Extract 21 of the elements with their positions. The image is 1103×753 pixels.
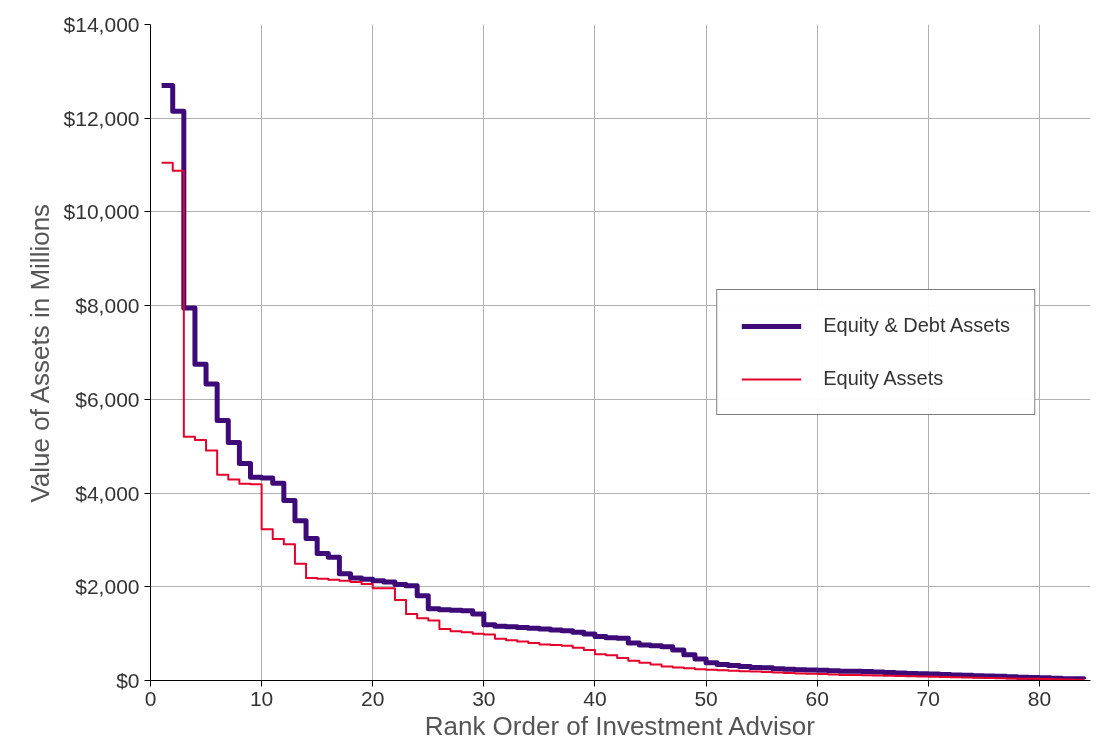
x-tick-label: 30 (472, 686, 496, 710)
y-tick-label: $8,000 (75, 294, 140, 318)
x-tick-label: 70 (916, 686, 940, 710)
y-tick-label: $4,000 (75, 481, 140, 505)
y-tick-label: $2,000 (75, 575, 140, 599)
x-tick-label: 80 (1027, 686, 1052, 710)
y-tick-label: $10,000 (63, 200, 140, 224)
legend-label: Equity Assets (823, 367, 944, 390)
x-axis-title: Rank Order of Investment Advisor (424, 710, 816, 741)
y-tick-label: $14,000 (63, 13, 140, 36)
y-tick-label: $0 (116, 669, 140, 692)
x-tick-label: 20 (361, 686, 385, 710)
x-tick-label: 10 (249, 686, 274, 710)
x-tick-label: 0 (144, 686, 157, 710)
y-tick-label: $6,000 (75, 387, 140, 411)
legend-label: Equity & Debt Assets (823, 314, 1010, 337)
x-tick-label: 60 (805, 686, 829, 710)
x-tick-label: 50 (694, 686, 718, 710)
y-axis-title: Value of Assets in Millions (24, 203, 55, 503)
y-tick-label: $12,000 (63, 106, 140, 130)
x-tick-label: 40 (583, 686, 607, 710)
